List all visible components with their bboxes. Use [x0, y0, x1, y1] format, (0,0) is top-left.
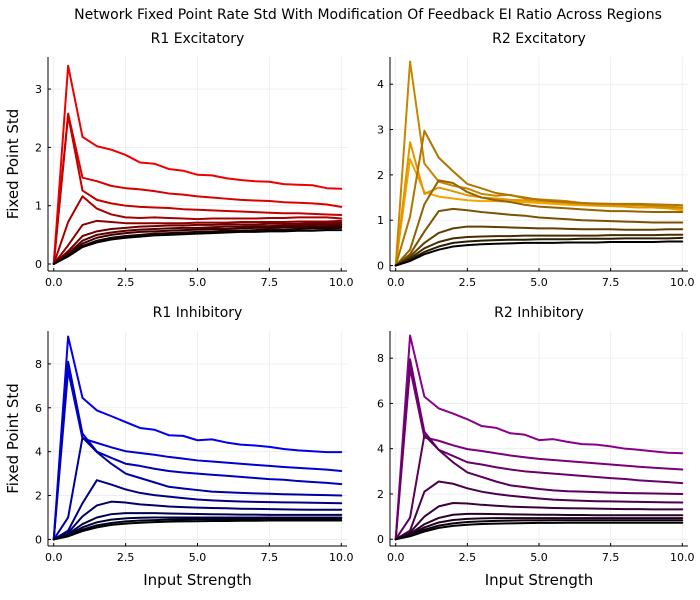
- series-line-8: [394, 233, 684, 267]
- series-line-1: [52, 335, 343, 541]
- x-tick-label: 2.5: [459, 551, 477, 564]
- series-line-5: [52, 479, 343, 541]
- y-tick-label: 4: [377, 78, 384, 91]
- x-tick-label: 0.0: [387, 551, 405, 564]
- series-line-2: [52, 112, 343, 265]
- y-tick-label: 2: [35, 141, 42, 154]
- y-axis-label: Fixed Point Std: [4, 383, 22, 494]
- series-line-8: [52, 516, 343, 541]
- series-line-1: [52, 64, 343, 265]
- series-line-2: [394, 367, 684, 541]
- x-tick-label: 5.0: [189, 551, 207, 564]
- panel-r2-inhibitory: 0.0 2.5 5.0 7.5 10.0 0 2 4 6 8 R2 Inhibitory Input …: [377, 305, 695, 589]
- x-tick-label: 5.0: [530, 551, 548, 564]
- y-tick-label: 2: [35, 490, 42, 503]
- series-line-10: [52, 229, 343, 265]
- panel-title: R1 Excitatory: [151, 31, 245, 47]
- x-tick-label: 7.5: [261, 276, 279, 289]
- y-tick-label: 6: [35, 402, 42, 415]
- x-tick-label: 2.5: [117, 551, 135, 564]
- y-tick-label: 2: [377, 488, 384, 501]
- series-line-6: [52, 221, 343, 265]
- series-line-1: [394, 334, 684, 541]
- panel-title: R2 Excitatory: [492, 31, 586, 47]
- series-line-3: [52, 360, 343, 541]
- figure-title: Network Fixed Point Rate Std With Modifi…: [74, 7, 662, 23]
- x-tick-label: 7.5: [602, 276, 620, 289]
- y-tick-label: 1: [35, 200, 42, 213]
- y-tick-label: 1: [377, 214, 384, 227]
- series-line-4: [394, 434, 684, 541]
- y-tick-label: 8: [35, 358, 42, 371]
- x-tick-label: 2.5: [117, 276, 135, 289]
- series-group: [52, 64, 343, 265]
- x-tick-label: 5.0: [189, 276, 207, 289]
- panel-title: R2 Inhibitory: [494, 305, 584, 321]
- series-line-4: [52, 436, 343, 541]
- series-line-5: [394, 179, 684, 267]
- series-group: [394, 60, 684, 267]
- x-tick-label: 10.0: [670, 551, 695, 564]
- series-line-3: [52, 114, 343, 265]
- series-line-4: [394, 129, 684, 267]
- series-line-10: [394, 521, 684, 541]
- series-line-8: [394, 517, 684, 541]
- x-tick-label: 7.5: [602, 551, 620, 564]
- y-tick-label: 0: [35, 533, 42, 546]
- x-tick-label: 10.0: [329, 276, 354, 289]
- panel-r2-excitatory: 0.0 2.5 5.0 7.5 10.0 0 1 2 3 4 R2 Excitatory: [377, 31, 695, 289]
- x-axis-label: Input Strength: [143, 571, 252, 589]
- series-line-7: [394, 512, 684, 541]
- y-tick-label: 6: [377, 397, 384, 410]
- series-line-9: [394, 236, 684, 267]
- series-line-5: [52, 219, 343, 265]
- series-line-3: [394, 358, 684, 541]
- series-line-6: [394, 207, 684, 267]
- panel-r1-inhibitory: 0.0 2.5 5.0 7.5 10.0 0 2 4 6 8 R1 Inhibitory Input …: [4, 305, 354, 589]
- panel-title: R1 Inhibitory: [153, 305, 243, 321]
- y-tick-label: 0: [377, 260, 384, 273]
- y-tick-label: 3: [377, 124, 384, 137]
- y-tick-label: 3: [35, 83, 42, 96]
- series-line-9: [394, 519, 684, 541]
- series-group: [52, 335, 343, 541]
- x-tick-label: 10.0: [329, 551, 354, 564]
- y-tick-label: 8: [377, 352, 384, 365]
- y-tick-label: 0: [377, 533, 384, 546]
- series-group: [394, 334, 684, 541]
- y-tick-label: 4: [377, 443, 384, 456]
- y-axis-label: Fixed Point Std: [4, 109, 22, 220]
- y-tick-label: 4: [35, 446, 42, 459]
- y-tick-label: 2: [377, 169, 384, 182]
- x-tick-label: 5.0: [530, 276, 548, 289]
- x-axis-label: Input Strength: [485, 571, 594, 589]
- x-tick-label: 7.5: [261, 551, 279, 564]
- x-tick-label: 2.5: [459, 276, 477, 289]
- panel-r1-excitatory: 0.0 2.5 5.0 7.5 10.0 0 1 2 3 R1 Excitatory Fixed P…: [4, 31, 354, 289]
- x-tick-label: 0.0: [45, 551, 63, 564]
- x-tick-label: 0.0: [387, 276, 405, 289]
- series-line-7: [394, 225, 684, 267]
- x-tick-label: 0.0: [45, 276, 63, 289]
- series-line-6: [394, 502, 684, 541]
- series-line-2: [394, 141, 684, 267]
- series-line-9: [52, 517, 343, 541]
- series-line-5: [394, 480, 684, 541]
- series-line-2: [52, 369, 343, 541]
- series-line-8: [52, 225, 343, 265]
- series-line-10: [394, 240, 684, 267]
- series-line-4: [52, 195, 343, 265]
- series-line-10: [52, 519, 343, 541]
- y-tick-label: 0: [35, 258, 42, 271]
- x-tick-label: 10.0: [670, 276, 695, 289]
- series-line-6: [52, 500, 343, 541]
- series-line-7: [52, 223, 343, 265]
- series-line-9: [52, 226, 343, 265]
- series-line-7: [52, 512, 343, 541]
